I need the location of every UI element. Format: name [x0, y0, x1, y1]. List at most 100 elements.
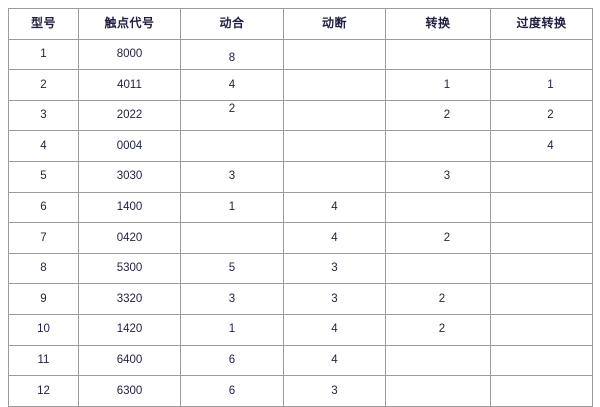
cell-transition-changeover [490, 344, 593, 377]
cell-changeover [385, 38, 491, 71]
cell-value: 8 [40, 262, 47, 275]
cell-value: 3030 [116, 170, 143, 183]
cell-normally-open: 3 [180, 283, 284, 315]
column-header-contact-code: 触点代号 [78, 8, 181, 40]
cell-value: 9 [40, 292, 47, 305]
cell-model: 3 [8, 99, 79, 132]
cell-value: 1 [443, 78, 451, 91]
cell-value: 4 [331, 354, 338, 366]
cell-value: 4011 [117, 78, 142, 91]
cell-value: 7 [40, 231, 47, 244]
cell-value: 2 [547, 109, 554, 122]
cell-changeover [385, 375, 491, 407]
cell-transition-changeover: 4 [490, 130, 593, 162]
cell-contact-code: 1420 [78, 313, 181, 346]
cell-value: 3 [228, 170, 236, 183]
table-header-row: 型号 触点代号 动合 动断 转换 过度转换 [8, 8, 593, 40]
cell-normally-open: 1 [180, 313, 284, 346]
table-row: 9 3320 3 3 2 [8, 283, 593, 315]
cell-normally-closed: 4 [283, 191, 386, 224]
cell-value: 11 [37, 354, 50, 366]
cell-normally-closed [283, 69, 386, 101]
cell-normally-open: 1 [180, 191, 284, 224]
cell-model: 12 [8, 375, 79, 407]
cell-value: 6 [228, 384, 236, 397]
cell-normally-open: 8 [180, 38, 284, 71]
cell-value: 12 [37, 384, 50, 397]
table-row: 2 4011 4 1 1 [8, 69, 593, 101]
cell-normally-closed: 3 [283, 283, 386, 315]
table-row: 12 6300 6 3 [8, 375, 593, 407]
cell-contact-code: 1400 [78, 191, 181, 224]
cell-value: 3 [228, 292, 236, 305]
table-row: 7 0420 4 2 [8, 222, 593, 254]
cell-changeover: 1 [385, 69, 491, 101]
cell-contact-code: 3030 [78, 160, 181, 193]
cell-contact-code: 2022 [78, 99, 181, 132]
cell-value: 4 [331, 201, 338, 214]
table-row: 3 2022 2 2 2 [8, 99, 593, 132]
cell-value: 6 [228, 354, 236, 366]
cell-changeover [385, 130, 491, 162]
column-header-model: 型号 [8, 8, 79, 40]
cell-value: 0420 [116, 231, 143, 244]
cell-normally-open: 3 [180, 160, 284, 193]
cell-normally-open [180, 222, 284, 254]
column-header-normally-open: 动合 [180, 8, 284, 40]
cell-changeover: 2 [385, 283, 491, 315]
table-header: 型号 触点代号 动合 动断 转换 过度转换 [8, 8, 593, 40]
cell-contact-code: 8000 [78, 38, 181, 71]
cell-contact-code: 0004 [78, 130, 181, 162]
cell-value: 2022 [116, 109, 143, 122]
cell-value: 1400 [116, 201, 143, 214]
contact-configuration-table: 型号 触点代号 动合 动断 转换 过度转换 1 8000 8 2 4011 4 1 1 3 202… [8, 8, 593, 407]
cell-value: 4 [331, 231, 338, 244]
cell-changeover [385, 252, 491, 285]
cell-normally-closed: 4 [283, 344, 386, 377]
column-header-normally-closed: 动断 [283, 8, 386, 40]
cell-value: 5 [40, 170, 47, 183]
cell-normally-closed [283, 130, 386, 162]
cell-value: 6 [40, 201, 47, 214]
cell-normally-closed: 4 [283, 313, 386, 346]
cell-normally-open: 4 [180, 69, 284, 101]
cell-normally-closed [283, 160, 386, 193]
cell-value: 6300 [116, 384, 143, 397]
cell-normally-open: 2 [180, 99, 284, 132]
cell-changeover [385, 191, 491, 224]
column-header-transition-changeover: 过度转换 [490, 8, 593, 40]
cell-transition-changeover [490, 222, 593, 254]
table-row: 1 8000 8 [8, 38, 593, 71]
cell-value: 3320 [116, 292, 143, 305]
cell-value: 3 [331, 262, 338, 275]
cell-value: 5300 [116, 262, 143, 275]
cell-contact-code: 4011 [78, 69, 181, 101]
cell-value: 3 [331, 292, 338, 305]
cell-value: 4 [331, 323, 338, 336]
table-row: 5 3030 3 3 [8, 160, 593, 193]
cell-value: 2 [438, 323, 446, 336]
cell-contact-code: 6400 [78, 344, 181, 377]
cell-normally-open: 6 [180, 344, 284, 377]
cell-transition-changeover [490, 252, 593, 285]
cell-value: 2 [443, 109, 451, 122]
cell-value: 10 [37, 323, 50, 336]
cell-model: 4 [8, 130, 79, 162]
cell-model: 6 [8, 191, 79, 224]
cell-normally-closed [283, 38, 386, 71]
table-row: 10 1420 1 4 2 [8, 313, 593, 346]
table-row: 11 6400 6 4 [8, 344, 593, 377]
cell-value: 8 [228, 52, 236, 65]
cell-model: 7 [8, 222, 79, 254]
table-row: 8 5300 5 3 [8, 252, 593, 285]
cell-value: 3 [443, 170, 451, 183]
cell-changeover: 2 [385, 313, 491, 346]
cell-model: 5 [8, 160, 79, 193]
cell-normally-open: 6 [180, 375, 284, 407]
cell-transition-changeover [490, 375, 593, 407]
cell-changeover [385, 344, 491, 377]
table-body: 1 8000 8 2 4011 4 1 1 3 2022 2 2 2 4 0004 4 5 3030 3 3 6 1400… [8, 38, 593, 407]
cell-contact-code: 5300 [78, 252, 181, 285]
cell-value: 3 [331, 384, 338, 397]
cell-normally-open: 5 [180, 252, 284, 285]
